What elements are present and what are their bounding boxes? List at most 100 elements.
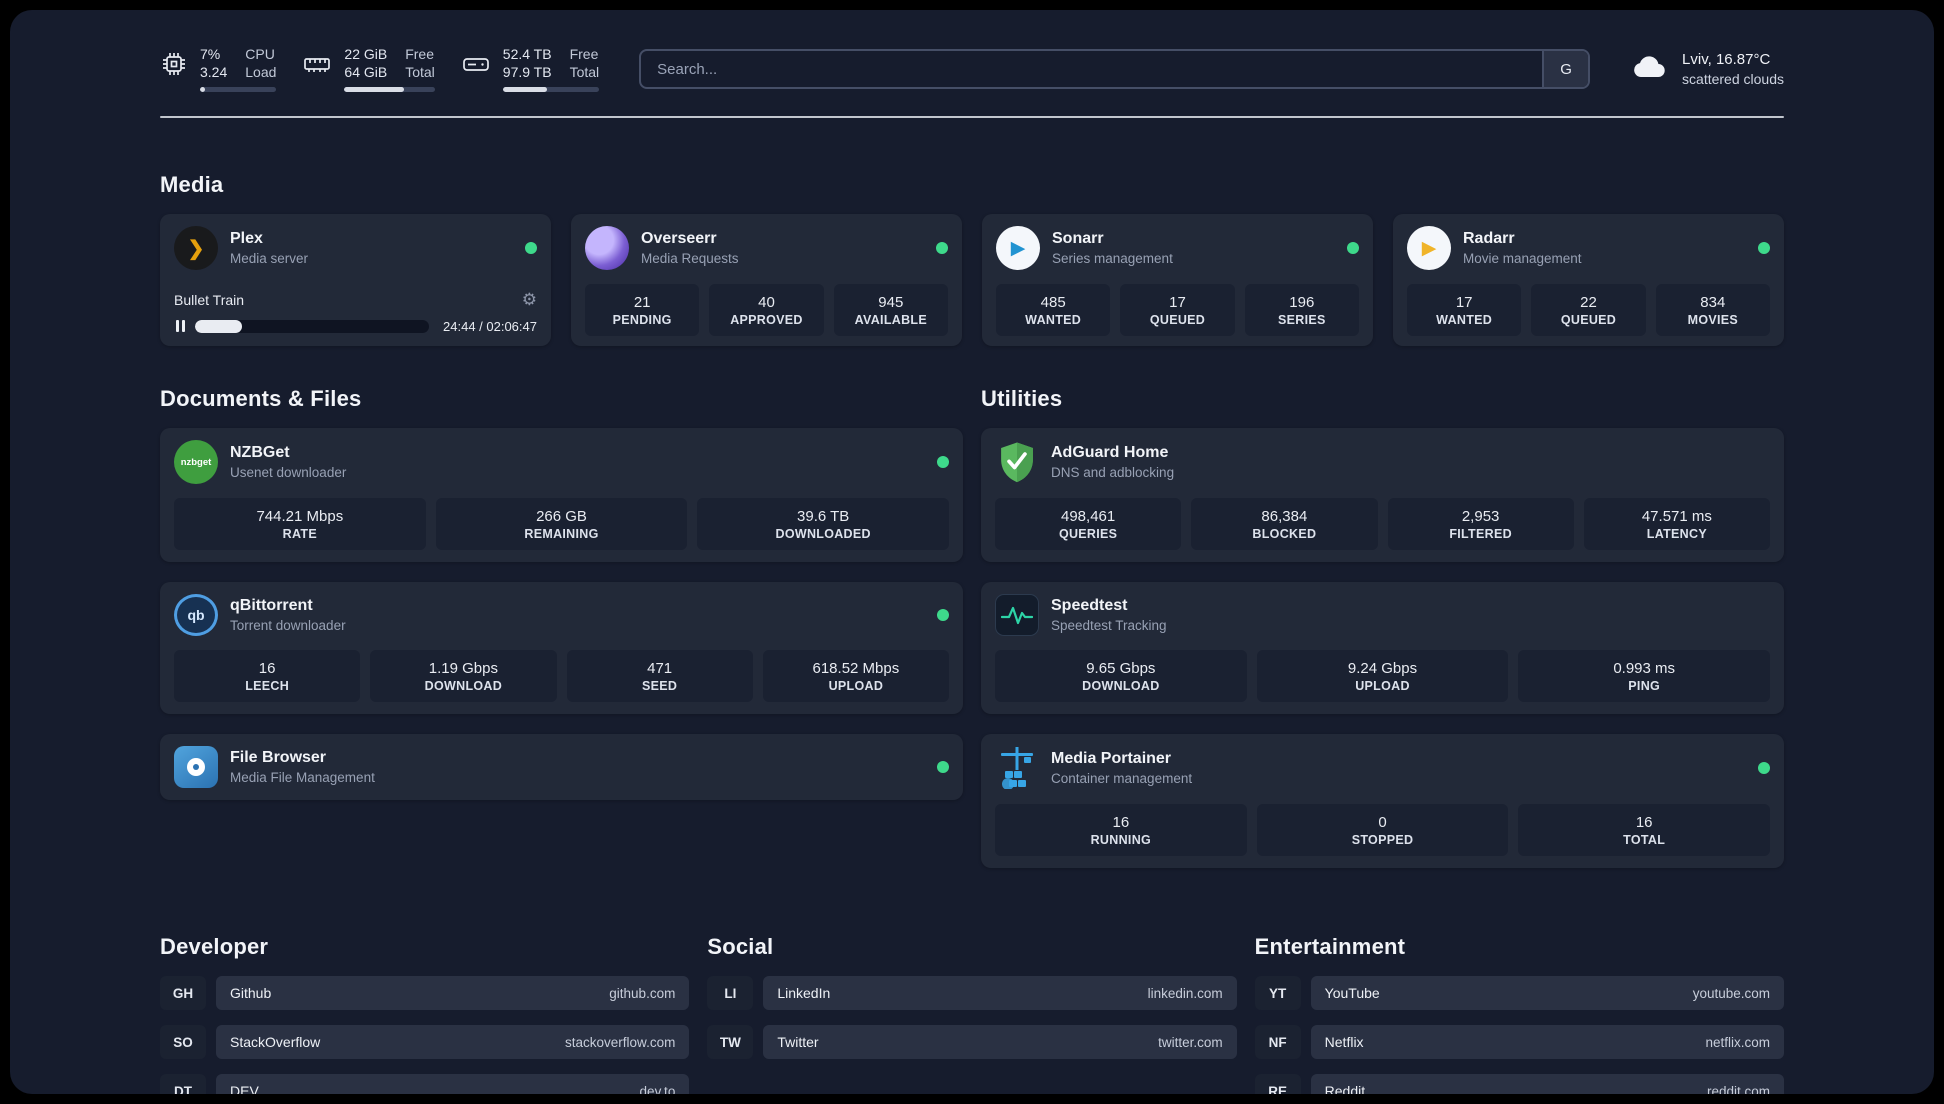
qbittorrent-card[interactable]: qb qBittorrent Torrent downloader 16 LEE… bbox=[160, 582, 963, 714]
stat-tile: 39.6 TB DOWNLOADED bbox=[697, 498, 950, 550]
stat-tile: 21 PENDING bbox=[585, 284, 700, 336]
bookmark-abbr: YT bbox=[1254, 976, 1301, 1010]
status-dot bbox=[936, 242, 948, 254]
stat-tile: 86,384 BLOCKED bbox=[1191, 498, 1378, 550]
stat-label: MOVIES bbox=[1687, 313, 1739, 327]
cpu-metric: 7% 3.24 CPU Load bbox=[160, 46, 277, 92]
stat-label: DOWNLOAD bbox=[1082, 679, 1160, 693]
stat-label: QUEUED bbox=[1560, 313, 1617, 327]
bookmark-name: Reddit bbox=[1324, 1083, 1366, 1094]
stat-tile: 266 GB REMAINING bbox=[435, 498, 688, 550]
weather-widget: Lviv, 16.87°C scattered clouds bbox=[1630, 50, 1784, 88]
bookmark-stackoverflow[interactable]: SO StackOverflow stackoverflow.com bbox=[160, 1025, 690, 1059]
stat-tile: 47.571 ms LATENCY bbox=[1583, 498, 1770, 550]
speedtest-card[interactable]: Speedtest Speedtest Tracking 9.65 Gbps D… bbox=[981, 582, 1784, 714]
filebrowser-card[interactable]: File Browser Media File Management bbox=[160, 734, 963, 800]
overseerr-card[interactable]: Overseerr Media Requests 21 PENDING 40 A… bbox=[571, 214, 962, 346]
stat-label: LATENCY bbox=[1646, 527, 1707, 541]
stat-label: BLOCKED bbox=[1252, 527, 1317, 541]
stat-value: 0.993 ms bbox=[1613, 660, 1676, 677]
bookmark-abbr: DT bbox=[160, 1074, 206, 1094]
ram-free-label: Free bbox=[405, 46, 435, 62]
bookmark-abbr: RE bbox=[1254, 1074, 1301, 1094]
stat-label: LEECH bbox=[245, 679, 290, 693]
radarr-icon: ▶ bbox=[1407, 226, 1451, 270]
app-name: File Browser bbox=[230, 748, 327, 766]
bookmark-name: LinkedIn bbox=[777, 985, 831, 1001]
ram-usage-bar bbox=[344, 87, 435, 92]
bookmark-linkedin[interactable]: LI LinkedIn linkedin.com bbox=[707, 976, 1237, 1010]
stat-value: 16 bbox=[1635, 814, 1653, 831]
cloud-icon bbox=[1630, 52, 1670, 87]
disk-free-label: Free bbox=[569, 46, 599, 62]
bookmark-url: reddit.com bbox=[1706, 1083, 1770, 1095]
section-title-entertainment: Entertainment bbox=[1254, 934, 1406, 959]
bookmark-url: linkedin.com bbox=[1147, 985, 1223, 1001]
sonarr-card[interactable]: ▶ Sonarr Series management 485 WANTED 17… bbox=[982, 214, 1373, 346]
ram-metric: 22 GiB 64 GiB Free Total bbox=[302, 46, 435, 92]
disk-free: 52.4 TB bbox=[502, 46, 552, 62]
search-engine-button[interactable]: G bbox=[1542, 51, 1589, 87]
app-name: NZBGet bbox=[230, 443, 290, 461]
stat-value: 47.571 ms bbox=[1641, 508, 1712, 525]
bookmark-netflix[interactable]: NF Netflix netflix.com bbox=[1254, 1025, 1784, 1059]
ram-total-label: Total bbox=[405, 63, 435, 80]
bookmark-abbr: LI bbox=[707, 976, 754, 1010]
topbar-divider bbox=[160, 116, 1784, 118]
app-name: Media Portainer bbox=[1051, 749, 1172, 767]
stat-label: WANTED bbox=[1436, 313, 1493, 327]
stat-value: 1.19 Gbps bbox=[428, 660, 498, 677]
nzbget-card[interactable]: nzbget NZBGet Usenet downloader 744.21 M… bbox=[160, 428, 963, 562]
status-dot bbox=[525, 242, 537, 254]
gear-icon[interactable]: ⚙ bbox=[521, 290, 537, 309]
bookmark-abbr: NF bbox=[1254, 1025, 1301, 1059]
disk-total: 97.9 TB bbox=[502, 63, 552, 80]
app-name: AdGuard Home bbox=[1051, 443, 1169, 461]
stat-value: 22 bbox=[1580, 294, 1597, 311]
portainer-card[interactable]: Media Portainer Container management 16 … bbox=[981, 734, 1784, 868]
bookmark-dev[interactable]: DT DEV dev.to bbox=[160, 1074, 690, 1094]
stat-value: 485 bbox=[1040, 294, 1066, 311]
adguard-card[interactable]: AdGuard Home DNS and adblocking 498,461 … bbox=[981, 428, 1784, 562]
search-input[interactable] bbox=[641, 51, 1543, 87]
bookmark-url: youtube.com bbox=[1692, 985, 1770, 1001]
stat-tile: 40 APPROVED bbox=[709, 284, 824, 336]
app-description: DNS and adblocking bbox=[1051, 464, 1175, 480]
stat-tile: 17 QUEUED bbox=[1120, 284, 1235, 336]
stat-label: RUNNING bbox=[1090, 833, 1152, 847]
radarr-card[interactable]: ▶ Radarr Movie management 17 WANTED 22 Q… bbox=[1393, 214, 1784, 346]
stat-tile: 471 SEED bbox=[566, 650, 753, 702]
app-name: qBittorrent bbox=[230, 596, 313, 614]
bookmark-twitter[interactable]: TW Twitter twitter.com bbox=[707, 1025, 1237, 1059]
topbar: 7% 3.24 CPU Load bbox=[160, 46, 1784, 92]
bookmark-url: netflix.com bbox=[1705, 1034, 1770, 1050]
app-description: Media server bbox=[230, 250, 309, 266]
plex-icon: ❯ bbox=[174, 226, 218, 270]
bookmark-name: Netflix bbox=[1324, 1034, 1364, 1050]
stat-tile: 0 STOPPED bbox=[1256, 804, 1509, 856]
stat-value: 2,953 bbox=[1461, 508, 1500, 525]
bookmark-reddit[interactable]: RE Reddit reddit.com bbox=[1254, 1074, 1784, 1095]
sonarr-icon: ▶ bbox=[996, 226, 1040, 270]
cpu-usage-bar bbox=[200, 87, 277, 92]
stat-tile: 0.993 ms PING bbox=[1518, 650, 1771, 702]
bookmark-youtube[interactable]: YT YouTube youtube.com bbox=[1254, 976, 1784, 1010]
playback-progress-bar[interactable] bbox=[195, 319, 430, 333]
plex-card[interactable]: ❯ Plex Media server Bullet Train ⚙ bbox=[160, 214, 551, 346]
search-bar: G bbox=[639, 49, 1591, 89]
app-description: Series management bbox=[1052, 250, 1173, 266]
app-description: Movie management bbox=[1463, 250, 1582, 266]
stat-value: 618.52 Mbps bbox=[812, 660, 900, 677]
stat-value: 498,461 bbox=[1061, 508, 1116, 525]
app-description: Media File Management bbox=[230, 769, 375, 785]
stat-value: 86,384 bbox=[1261, 508, 1308, 525]
bookmark-github[interactable]: GH Github github.com bbox=[160, 976, 690, 1010]
documents-section: Documents & Files nzbget NZBGet Usenet d… bbox=[160, 386, 963, 868]
pause-button[interactable] bbox=[174, 318, 187, 334]
status-dot bbox=[1758, 762, 1770, 774]
stat-label: PING bbox=[1628, 679, 1661, 693]
app-name: Sonarr bbox=[1052, 229, 1104, 247]
stat-label: QUERIES bbox=[1058, 527, 1118, 541]
stat-value: 17 bbox=[1169, 294, 1186, 311]
cpu-percent: 7% bbox=[200, 46, 221, 62]
